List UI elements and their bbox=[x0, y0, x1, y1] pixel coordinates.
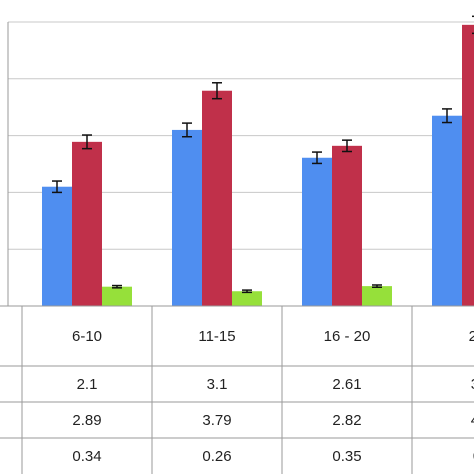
bar bbox=[432, 115, 462, 306]
category-label: 16 - 20 bbox=[324, 328, 371, 345]
data-label: 3. bbox=[471, 376, 474, 393]
bar bbox=[232, 291, 262, 306]
category-label: 21 bbox=[469, 328, 474, 345]
bar bbox=[72, 141, 102, 306]
bars bbox=[42, 24, 474, 307]
category-label: 11-15 bbox=[198, 328, 235, 345]
bar bbox=[202, 90, 232, 306]
bar bbox=[102, 286, 132, 306]
data-label: 3.1 bbox=[207, 376, 228, 393]
data-label: 2.82 bbox=[332, 412, 361, 429]
data-table: 6-10 11-15 16 - 20 21 2.1 3.1 2.61 3. 2.89 3.79 2.… bbox=[0, 305, 474, 474]
bar bbox=[332, 145, 362, 306]
data-label: 0.34 bbox=[72, 448, 101, 465]
data-label: 2.1 bbox=[77, 376, 98, 393]
bar bbox=[302, 157, 332, 306]
data-label: 3.79 bbox=[202, 412, 231, 429]
category-label: 6-10 bbox=[72, 328, 102, 345]
bar bbox=[172, 129, 202, 306]
data-label: 2.89 bbox=[72, 412, 101, 429]
data-label: 4. bbox=[471, 412, 474, 429]
bar bbox=[462, 24, 474, 307]
data-label: 0 bbox=[473, 448, 474, 465]
bar bbox=[42, 186, 72, 306]
data-label: 2.61 bbox=[332, 376, 361, 393]
error-bars bbox=[52, 15, 474, 294]
data-label: 0.35 bbox=[332, 448, 361, 465]
bar bbox=[362, 286, 392, 306]
data-label: 0.26 bbox=[202, 448, 231, 465]
